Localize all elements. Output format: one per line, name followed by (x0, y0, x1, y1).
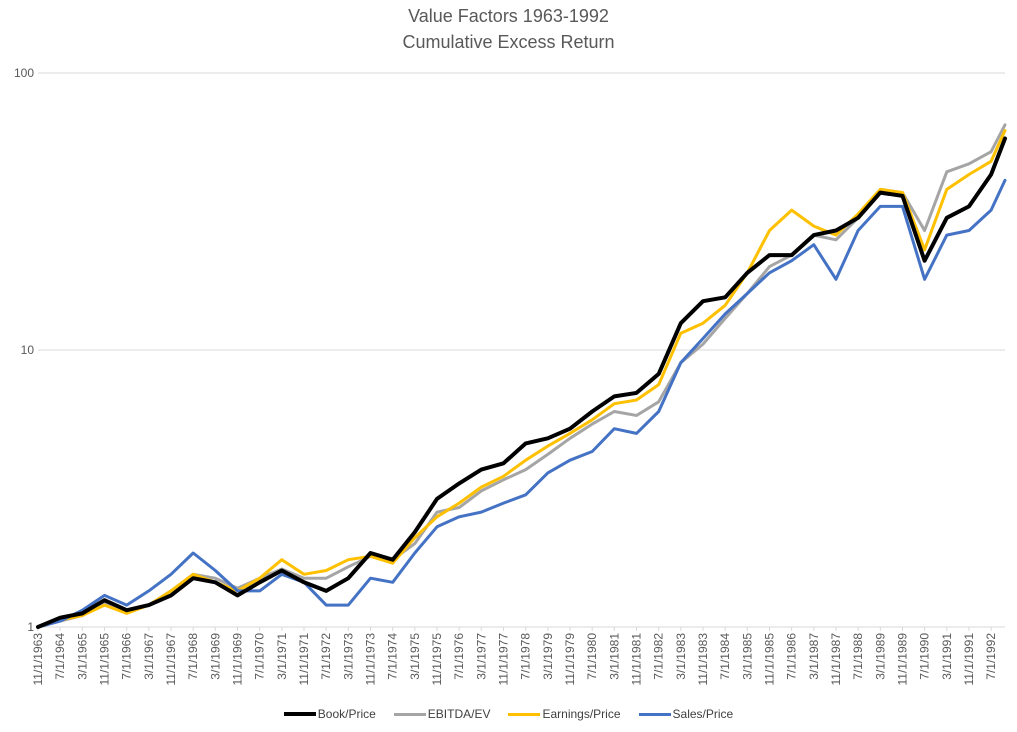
x-tick-label: 11/1/1975 (430, 633, 444, 686)
legend: Book/Price EBITDA/EV Earnings/Price Sale… (0, 707, 1017, 721)
x-tick-label: 11/1/1967 (164, 633, 178, 686)
x-tick-label: 7/1/1964 (53, 633, 67, 680)
x-tick-label: 7/1/1966 (120, 633, 134, 680)
series-line-earnings-price (36, 129, 1007, 629)
x-tick-label: 7/1/1992 (984, 633, 998, 680)
x-tick-label: 11/1/1981 (629, 633, 643, 686)
series-lines (36, 123, 1007, 629)
y-tick-label: 1 (27, 620, 34, 634)
x-tick-label: 11/1/1973 (363, 633, 377, 686)
x-tick-label: 7/1/1982 (652, 633, 666, 680)
x-tick-label: 11/1/1979 (563, 633, 577, 686)
x-tick-label: 3/1/1981 (607, 633, 621, 680)
x-tick-label: 7/1/1968 (186, 633, 200, 680)
x-tick-label: 3/1/1971 (275, 633, 289, 680)
x-tick-label: 7/1/1972 (319, 633, 333, 680)
x-tick-label: 3/1/1965 (75, 633, 89, 680)
legend-label-book-price: Book/Price (317, 707, 376, 721)
x-tick-label: 7/1/1984 (718, 633, 732, 680)
x-tick-label: 11/1/1965 (97, 633, 111, 686)
legend-swatch-earnings-price (508, 712, 541, 716)
x-tick-label: 11/1/1983 (696, 633, 710, 686)
legend-swatch-sales-price (638, 712, 671, 716)
chart-title: Value Factors 1963-1992 (408, 6, 609, 26)
x-tick-label: 3/1/1979 (541, 633, 555, 680)
series-line-ebitda-ev (36, 123, 1007, 629)
legend-item-ebitda-ev: EBITDA/EV (393, 707, 491, 721)
chart-subtitle: Cumulative Excess Return (402, 32, 615, 52)
legend-label-earnings-price: Earnings/Price (542, 707, 621, 721)
x-tick-label: 3/1/1987 (807, 633, 821, 680)
x-axis-tick-labels: 11/1/1963 7/1/1964 3/1/1965 11/1/1965 7/1/19… (31, 627, 998, 686)
x-tick-label: 7/1/1986 (785, 633, 799, 680)
x-tick-label: 3/1/1967 (142, 633, 156, 680)
x-tick-label: 7/1/1988 (851, 633, 865, 680)
x-tick-label: 3/1/1991 (940, 633, 954, 680)
x-tick-label: 11/1/1971 (297, 633, 311, 686)
y-axis-tick-labels: 1 10 100 (14, 66, 34, 634)
legend-swatch-ebitda-ev (393, 712, 426, 716)
series-line-book-price (36, 136, 1007, 629)
x-tick-label: 3/1/1975 (408, 633, 422, 680)
gridlines (38, 72, 1005, 628)
x-tick-label: 3/1/1985 (740, 633, 754, 680)
x-tick-label: 11/1/1991 (962, 633, 976, 686)
legend-swatch-book-price (283, 712, 316, 716)
x-tick-label: 7/1/1974 (386, 633, 400, 680)
x-tick-label: 11/1/1985 (762, 633, 776, 686)
x-tick-label: 7/1/1970 (253, 633, 267, 680)
x-tick-label: 11/1/1969 (230, 633, 244, 686)
x-tick-label: 11/1/1987 (829, 633, 843, 686)
series-line-sales-price (36, 178, 1007, 629)
x-tick-label: 3/1/1969 (208, 633, 222, 680)
x-tick-label: 3/1/1989 (873, 633, 887, 680)
legend-item-earnings-price: Earnings/Price (508, 707, 621, 721)
x-tick-label: 11/1/1963 (31, 633, 45, 686)
x-tick-label: 11/1/1977 (496, 633, 510, 686)
x-tick-label: 7/1/1980 (585, 633, 599, 680)
y-tick-label: 100 (14, 66, 34, 80)
x-tick-label: 3/1/1977 (474, 633, 488, 680)
legend-item-sales-price: Sales/Price (638, 707, 734, 721)
x-tick-label: 7/1/1990 (918, 633, 932, 680)
x-tick-label: 7/1/1976 (452, 633, 466, 680)
x-tick-label: 3/1/1983 (674, 633, 688, 680)
x-tick-label: 7/1/1978 (519, 633, 533, 680)
y-tick-label: 10 (21, 343, 35, 357)
legend-label-sales-price: Sales/Price (672, 707, 734, 721)
x-tick-label: 11/1/1989 (895, 633, 909, 686)
legend-label-ebitda-ev: EBITDA/EV (427, 707, 491, 721)
legend-item-book-price: Book/Price (283, 707, 376, 721)
x-tick-label: 3/1/1973 (341, 633, 355, 680)
